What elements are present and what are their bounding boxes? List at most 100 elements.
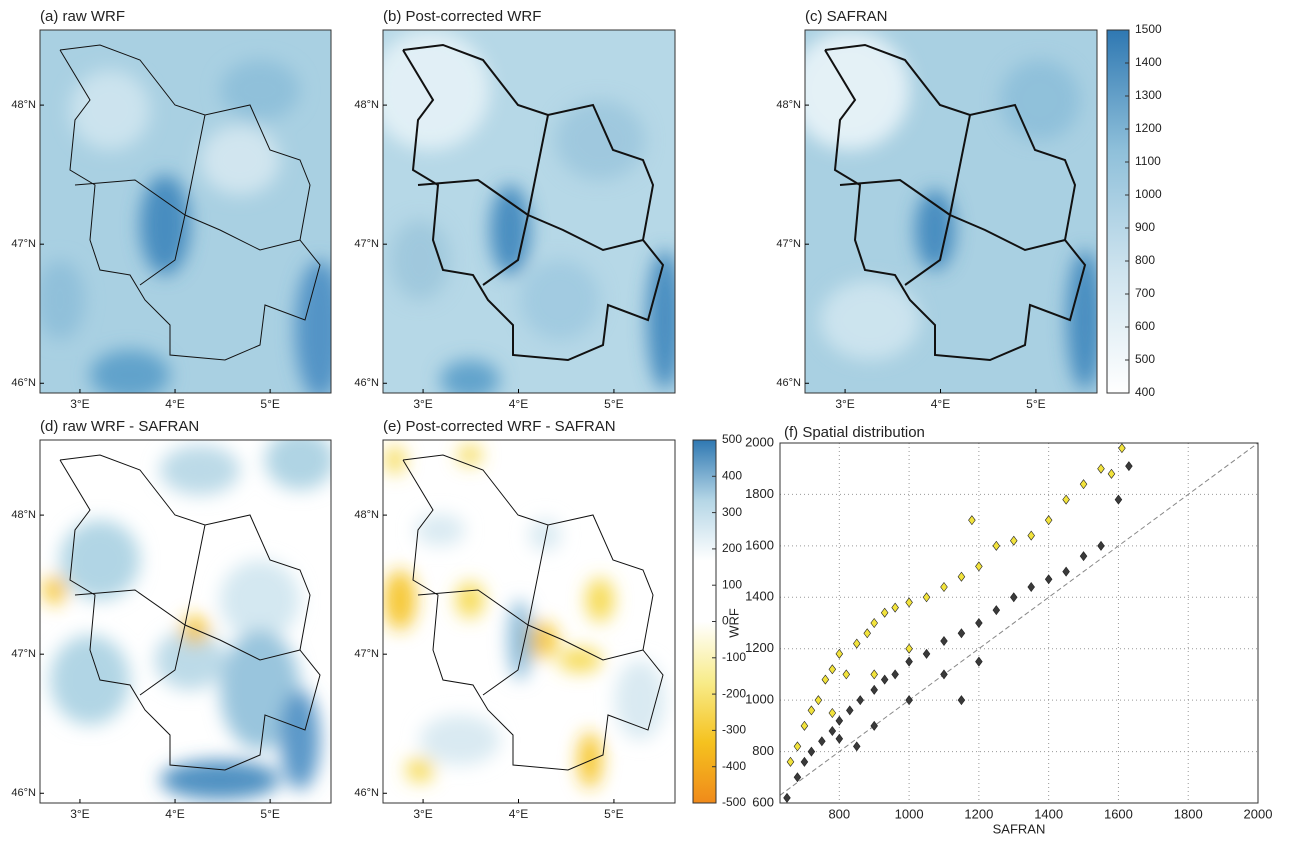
panel-title: (c) SAFRAN <box>805 8 888 25</box>
panel-title: (d) raw WRF - SAFRAN <box>40 418 199 435</box>
point <box>1079 479 1088 490</box>
point <box>880 674 889 685</box>
point <box>853 741 861 752</box>
colorbar-tick-label: 500 <box>722 432 742 446</box>
department-border <box>527 624 644 661</box>
department-border <box>417 524 549 626</box>
y-tick-label: 48°N <box>354 509 379 521</box>
point <box>835 715 844 726</box>
point <box>846 705 854 716</box>
colorbar-tick-label: 800 <box>1135 253 1155 267</box>
x-tick-label: 1400 <box>1034 806 1063 821</box>
x-tick-label: 1800 <box>1174 806 1203 821</box>
x-tick-label: 3°E <box>70 397 89 411</box>
map-blob <box>440 360 500 393</box>
department-border <box>482 214 529 286</box>
point <box>968 515 976 526</box>
map-frame <box>382 439 676 804</box>
colorbar-tick-label: 1000 <box>1135 187 1162 201</box>
map-frame <box>804 29 1098 394</box>
map-blob <box>50 635 130 725</box>
map-frame <box>39 29 332 394</box>
y-tick-label: 1600 <box>745 537 774 552</box>
point <box>863 628 871 639</box>
plot-frame <box>779 442 1259 804</box>
point <box>793 772 802 783</box>
point <box>783 792 791 803</box>
x-tick-label: 2000 <box>1244 806 1273 821</box>
x-tick-label: 4°E <box>165 807 184 821</box>
point <box>1125 461 1133 472</box>
colorbar-tick-label: 500 <box>1135 352 1155 366</box>
colorbar-tick-label: 1500 <box>1135 22 1162 36</box>
x-tick-label: 4°E <box>509 807 528 821</box>
x-axis-label: SAFRAN <box>993 821 1046 836</box>
point <box>1027 581 1035 593</box>
colorbar-tick-label: 600 <box>1135 319 1155 333</box>
y-tick-label: 1200 <box>745 640 774 655</box>
colorbar-tick-label: 1100 <box>1135 154 1161 168</box>
region-outline <box>824 43 1087 362</box>
colorbar-tick-label: 100 <box>722 577 742 591</box>
map-blob <box>1067 250 1097 390</box>
map-blob <box>384 570 416 630</box>
point <box>1062 494 1070 505</box>
map-blob <box>456 582 484 618</box>
map-blob <box>420 715 500 765</box>
colorbar-tick-label: 1200 <box>1135 121 1162 135</box>
point <box>828 664 837 675</box>
x-tick-label: 4°E <box>931 397 950 411</box>
point <box>905 656 913 667</box>
map-blob <box>578 732 602 788</box>
department-border <box>184 624 301 661</box>
map-blob <box>1000 60 1080 140</box>
map-blob <box>529 519 561 551</box>
panel-title: (e) Post-corrected WRF - SAFRAN <box>383 418 616 435</box>
colorbar-tick-label: 700 <box>1135 286 1155 300</box>
point <box>975 618 983 628</box>
map-field <box>40 30 331 393</box>
colorbar-tick-label: 300 <box>722 505 742 519</box>
one-to-one-line <box>780 443 1258 796</box>
y-tick-label: 48°N <box>11 99 36 111</box>
department-border <box>527 214 644 252</box>
colorbar-tick-label: -200 <box>722 686 746 700</box>
map-frame <box>382 29 676 394</box>
department-border <box>184 214 301 251</box>
point <box>800 720 809 731</box>
x-tick-label: 5°E <box>1026 397 1045 411</box>
map-blob <box>820 280 920 360</box>
y-tick-label: 1800 <box>745 486 774 501</box>
colorbar-tick-label: 1300 <box>1135 88 1162 102</box>
region-outline <box>402 454 664 771</box>
y-tick-label: 46°N <box>11 377 36 389</box>
point <box>870 684 878 695</box>
map-blob <box>520 260 600 340</box>
map-blob <box>385 446 405 474</box>
map-blob <box>458 445 482 465</box>
map-blob <box>200 125 280 195</box>
x-tick-label: 5°E <box>604 397 623 411</box>
point <box>842 669 851 680</box>
x-tick-label: 3°E <box>70 807 89 821</box>
point <box>1044 574 1053 585</box>
map-blob <box>70 70 150 150</box>
department-border <box>139 624 186 696</box>
map-blob <box>220 60 300 120</box>
map-frame <box>39 439 332 804</box>
point <box>975 656 983 667</box>
map-field <box>805 30 1097 393</box>
x-tick-label: 3°E <box>413 807 432 821</box>
map-blob <box>220 560 300 640</box>
panel-title: (a) raw WRF <box>40 8 125 25</box>
y-tick-label: 600 <box>752 794 774 809</box>
point <box>870 618 878 628</box>
region-outline <box>59 44 321 361</box>
map-blob <box>160 760 280 800</box>
point <box>821 674 830 685</box>
point <box>828 726 837 736</box>
department-border <box>904 214 951 286</box>
map-blob <box>220 630 300 750</box>
map-blob <box>615 660 665 740</box>
y-tick-label: 48°N <box>11 509 36 521</box>
